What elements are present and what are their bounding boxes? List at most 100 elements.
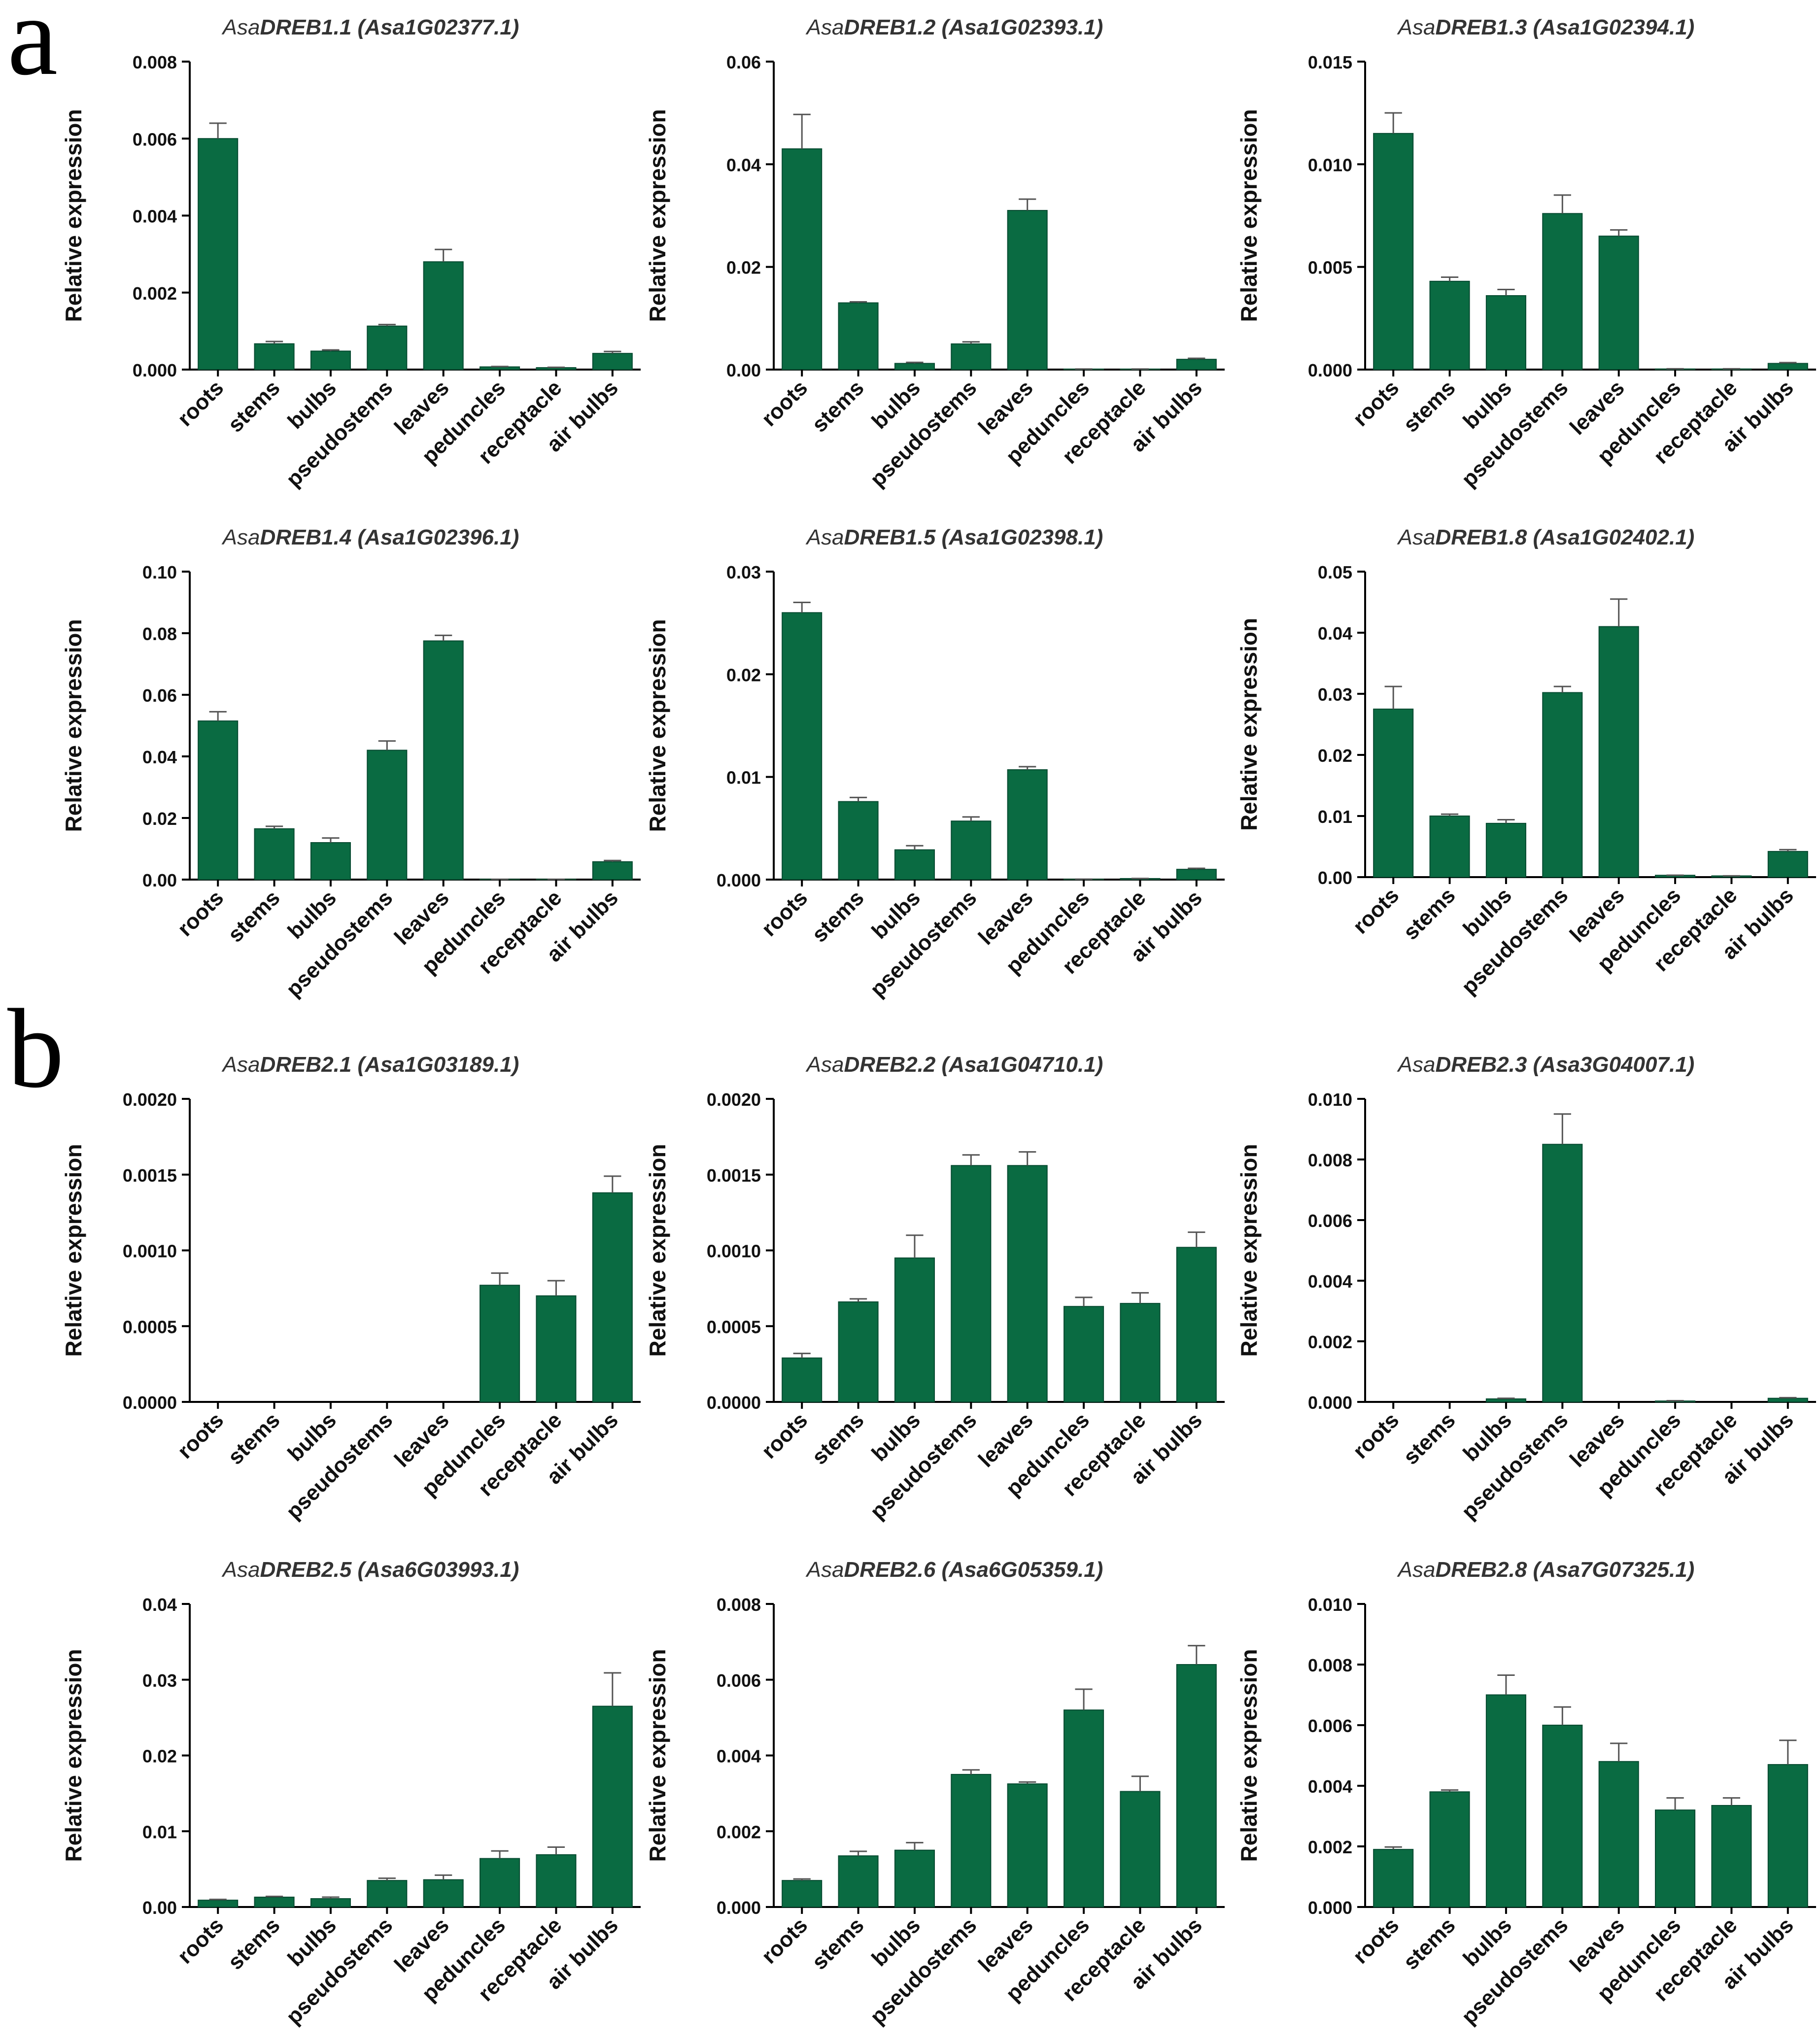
y-tick-label: 0.01 bbox=[726, 768, 761, 788]
error-bar bbox=[1441, 813, 1459, 816]
y-tick-label: 0.02 bbox=[726, 665, 761, 685]
bar-receptacle bbox=[536, 1295, 577, 1402]
error-bar bbox=[1075, 1688, 1093, 1710]
error-bar bbox=[1384, 1846, 1402, 1850]
bar-pseudostems bbox=[1542, 692, 1583, 878]
bar-pseudostems bbox=[951, 343, 992, 371]
y-tick-label: 0.002 bbox=[717, 1822, 761, 1842]
error-bar bbox=[849, 1298, 867, 1302]
error-bar bbox=[604, 1175, 621, 1193]
chart-title-gene: DREB2.1 bbox=[260, 1053, 351, 1077]
bar-air-bulbs bbox=[1176, 1664, 1217, 1907]
error-bar bbox=[1441, 1789, 1459, 1792]
bar-bulbs bbox=[894, 849, 935, 881]
error-bar bbox=[849, 1850, 867, 1856]
y-tick-label: 0.03 bbox=[142, 1670, 177, 1691]
y-tick-label: 0.002 bbox=[1308, 1837, 1352, 1857]
x-tick-label: roots bbox=[1348, 883, 1404, 938]
error-bar bbox=[378, 324, 396, 326]
chart-10: AsaDREB2.5 (Asa6G03993.1) Relative expres… bbox=[61, 1558, 641, 2029]
bar-receptacle bbox=[1120, 1791, 1161, 1907]
bar-peduncles bbox=[480, 1858, 520, 1908]
chart-title: AsaDREB1.4 (Asa1G02396.1) bbox=[221, 525, 519, 549]
y-tick-label: 0.03 bbox=[1318, 684, 1352, 705]
error-bar bbox=[1384, 685, 1402, 709]
chart-title-gene: DREB1.1 bbox=[260, 15, 351, 39]
error-bar bbox=[265, 340, 283, 344]
chart-title-prefix: Asa bbox=[221, 1558, 260, 1582]
y-tick-label: 0.05 bbox=[1318, 562, 1352, 582]
error-bar bbox=[265, 825, 283, 829]
error-bar bbox=[1610, 598, 1628, 627]
y-tick-label: 0.01 bbox=[142, 1822, 177, 1842]
chart-title-prefix: Asa bbox=[805, 1558, 844, 1582]
chart-title-prefix: Asa bbox=[805, 525, 844, 549]
bar-leaves bbox=[1007, 210, 1048, 370]
chart-title-id: (Asa1G02398.1) bbox=[935, 525, 1103, 549]
y-tick-label: 0.01 bbox=[1318, 807, 1352, 827]
y-axis-label: Relative expression bbox=[61, 1144, 86, 1357]
error-bar bbox=[322, 1896, 340, 1899]
chart-title-id: (Asa1G02402.1) bbox=[1527, 525, 1694, 549]
y-tick-label: 0.010 bbox=[1308, 155, 1352, 175]
y-tick-label: 0.002 bbox=[133, 283, 177, 304]
bar-peduncles bbox=[1064, 1709, 1104, 1907]
error-bar bbox=[1553, 685, 1571, 693]
x-tick-label: stems bbox=[223, 1913, 285, 1975]
error-bar bbox=[1779, 362, 1797, 364]
bar-leaves bbox=[1598, 236, 1639, 370]
x-tick-label: roots bbox=[757, 1913, 812, 1968]
x-tick-label: roots bbox=[173, 885, 228, 941]
bar-air-bulbs bbox=[1176, 869, 1217, 880]
y-tick-label: 0.03 bbox=[726, 562, 761, 582]
bar-pseudostems bbox=[951, 1773, 992, 1907]
y-tick-label: 0.006 bbox=[1308, 1716, 1352, 1736]
y-tick-label: 0.02 bbox=[726, 258, 761, 278]
y-tick-label: 0.008 bbox=[717, 1595, 761, 1615]
x-tick-label: stems bbox=[1399, 1408, 1460, 1469]
chart-title-id: (Asa3G04007.1) bbox=[1527, 1053, 1694, 1077]
chart-title: AsaDREB1.2 (Asa1G02393.1) bbox=[805, 15, 1103, 39]
chart-4: AsaDREB1.4 (Asa1G02396.1) Relative expres… bbox=[61, 525, 641, 1002]
error-bar bbox=[1666, 1797, 1684, 1810]
chart-title-prefix: Asa bbox=[221, 1053, 260, 1077]
bar-bulbs bbox=[894, 363, 935, 370]
bar-leaves bbox=[1598, 1761, 1639, 1908]
bar-stems bbox=[838, 1301, 879, 1403]
bar-roots bbox=[782, 612, 823, 881]
chart-2: AsaDREB1.2 (Asa1G02393.1) Relative expres… bbox=[645, 15, 1225, 492]
error-bar bbox=[1019, 1151, 1036, 1166]
chart-title-id: (Asa6G03993.1) bbox=[351, 1558, 519, 1582]
y-tick-label: 0.02 bbox=[142, 1746, 177, 1767]
y-axis-label: Relative expression bbox=[1236, 1144, 1262, 1357]
error-bar bbox=[435, 248, 452, 262]
bar-pseudostems bbox=[367, 1880, 408, 1907]
bar-pseudostems bbox=[951, 820, 992, 880]
error-bar bbox=[1779, 1396, 1797, 1398]
error-bar bbox=[962, 341, 980, 344]
chart-title-id: (Asa1G02377.1) bbox=[351, 15, 519, 39]
error-bar bbox=[1497, 1397, 1515, 1399]
chart-title-prefix: Asa bbox=[1397, 1053, 1436, 1077]
bar-stems bbox=[1429, 1791, 1470, 1908]
y-tick-label: 0.00 bbox=[1318, 868, 1352, 888]
x-tick-label: stems bbox=[1399, 883, 1460, 945]
x-tick-label: roots bbox=[1348, 375, 1404, 431]
y-tick-label: 0.0005 bbox=[123, 1317, 177, 1337]
error-bar bbox=[322, 349, 340, 351]
x-tick-label: roots bbox=[173, 375, 228, 431]
y-tick-label: 0.000 bbox=[1308, 1898, 1352, 1918]
y-axis-label: Relative expression bbox=[1236, 618, 1262, 831]
y-tick-label: 0.006 bbox=[133, 129, 177, 149]
y-tick-label: 0.004 bbox=[1308, 1271, 1352, 1292]
y-axis-label: Relative expression bbox=[61, 109, 86, 322]
error-bar bbox=[793, 602, 811, 613]
chart-title-gene: DREB1.5 bbox=[844, 525, 935, 549]
y-tick-label: 0.002 bbox=[1308, 1332, 1352, 1352]
y-tick-label: 0.06 bbox=[142, 685, 177, 706]
bar-bulbs bbox=[894, 1849, 935, 1907]
y-tick-label: 0.0015 bbox=[707, 1165, 761, 1186]
y-tick-label: 0.0000 bbox=[707, 1393, 761, 1413]
y-axis-label: Relative expression bbox=[645, 619, 670, 832]
chart-title-id: (Asa1G04710.1) bbox=[935, 1053, 1103, 1077]
